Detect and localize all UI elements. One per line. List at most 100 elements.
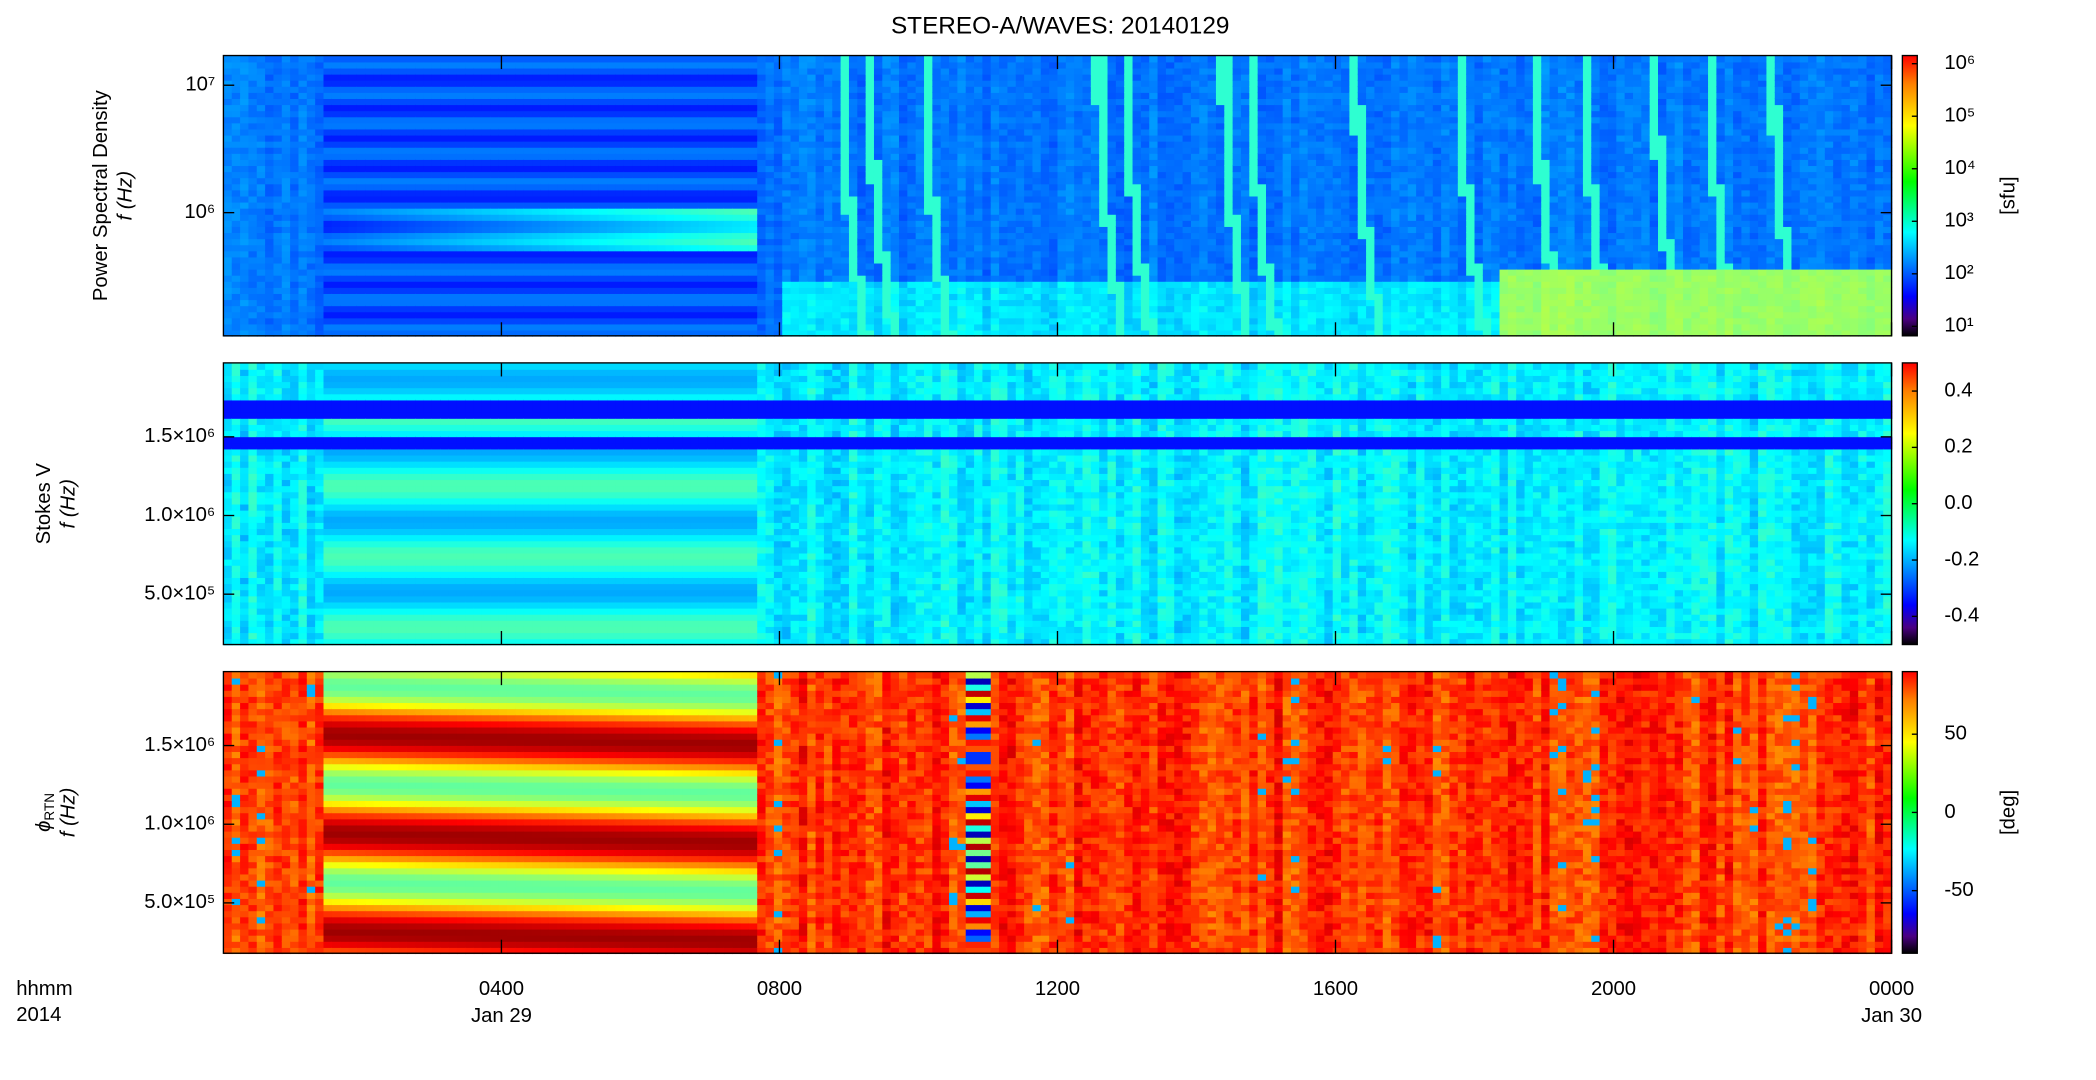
spectrogram-cell [1124, 287, 1134, 294]
spectrogram-cell [582, 73, 592, 81]
spectrogram-cell [298, 98, 308, 106]
spectrogram-cell [1082, 104, 1092, 112]
spectrogram-cell [431, 128, 442, 136]
spectrogram-cell [248, 98, 258, 106]
spectrogram-cell [281, 201, 291, 209]
spectrogram-cell [1090, 134, 1100, 142]
spectrogram-cell [698, 293, 708, 301]
spectrogram-cell [532, 244, 542, 252]
spectrogram-cell [406, 140, 417, 148]
spectrogram-cell [415, 110, 425, 118]
spectrogram-cell [932, 323, 942, 331]
spectrogram-cell [406, 201, 417, 209]
spectrogram-cell [890, 317, 900, 325]
spectrogram-cell [765, 110, 775, 118]
spectrogram-cell [1065, 262, 1075, 270]
spectrogram-cell [231, 268, 241, 276]
spectrogram-cell [657, 195, 667, 203]
spectrogram-cell [1040, 299, 1050, 307]
spectrogram-cell [848, 171, 859, 179]
spectrogram-cell [1024, 92, 1034, 100]
spectrogram-cell [548, 104, 558, 112]
spectrogram-cell [1040, 250, 1050, 258]
spectrogram-cell [356, 262, 367, 270]
spectrogram-cell [1115, 274, 1126, 282]
spectrogram-cell [823, 153, 834, 160]
spectrogram-cell [832, 201, 842, 209]
spectrogram-cell [315, 86, 325, 93]
spectrogram-cell [782, 55, 792, 63]
spectrogram-cell [882, 305, 892, 313]
spectrogram-cell [999, 287, 1009, 294]
spectrogram-cell [740, 165, 750, 173]
spectrogram-cell [448, 86, 458, 93]
spectrogram-cell [565, 311, 575, 319]
spectrogram-cell [940, 232, 950, 240]
spectrogram-cell [506, 226, 517, 234]
spectrogram-cell [648, 79, 658, 87]
spectrogram-cell [440, 238, 450, 246]
spectrogram-cell [949, 177, 959, 185]
spectrogram-cell [907, 195, 917, 203]
spectrogram-cell [415, 183, 425, 191]
spectrogram-cell [365, 262, 375, 270]
spectrogram-cell [1057, 195, 1067, 203]
spectrogram-cell [515, 79, 525, 87]
spectrogram-cell [707, 165, 717, 173]
spectrogram-cell [915, 177, 925, 185]
spectrogram-cell [1074, 153, 1084, 160]
spectrogram-cell [223, 274, 233, 282]
spectrogram-cell [873, 92, 884, 100]
spectrogram-cell [423, 262, 433, 270]
spectrogram-cell [423, 329, 433, 337]
spectrogram-cell [1040, 159, 1050, 167]
spectrogram-cell [890, 183, 900, 191]
spectrogram-cell [607, 299, 617, 307]
spectrogram-cell [1124, 195, 1134, 203]
spectrogram-cell [773, 110, 784, 118]
spectrogram-cell [490, 122, 500, 130]
spectrogram-cell [440, 55, 450, 63]
spectrogram-cell [615, 79, 625, 87]
spectrogram-cell [632, 86, 642, 93]
spectrogram-cell [273, 226, 283, 234]
spectrogram-cell [506, 159, 517, 167]
spectrogram-cell [473, 280, 483, 288]
spectrogram-cell [648, 140, 658, 148]
spectrogram-cell [423, 98, 433, 106]
spectrogram-cell [431, 232, 442, 240]
spectrogram-cell [281, 61, 291, 69]
spectrogram-cell [1057, 128, 1067, 136]
spectrogram-cell [1015, 268, 1025, 276]
spectrogram-cell [490, 55, 500, 63]
spectrogram-cell [406, 287, 417, 294]
spectrogram-cell [907, 171, 917, 179]
spectrogram-cell [623, 317, 633, 325]
spectrogram-cell [732, 244, 742, 252]
spectrogram-cell [690, 305, 700, 313]
spectrogram-cell [582, 256, 592, 264]
spectrogram-cell [506, 268, 517, 276]
spectrogram-cell [740, 98, 750, 106]
spectrogram-cell [590, 67, 600, 75]
spectrogram-cell [365, 189, 375, 197]
spectrogram-cell [223, 195, 233, 203]
spectrogram-cell [490, 238, 500, 246]
spectrogram-cell [281, 213, 291, 221]
spectrogram-cell [548, 238, 558, 246]
spectrogram-cell [532, 201, 542, 209]
spectrogram-cell [982, 311, 992, 319]
spectrogram-cell [590, 79, 600, 87]
spectrogram-cell [565, 61, 575, 69]
spectrogram-cell [331, 311, 341, 319]
spectrogram-cell [306, 238, 316, 246]
spectrogram-cell [607, 213, 617, 221]
spectrogram-cell [523, 220, 533, 227]
spectrogram-cell [598, 171, 608, 179]
spectrogram-cell [974, 67, 984, 75]
spectrogram-cell [823, 226, 834, 234]
spectrogram-cell [1090, 207, 1100, 215]
spectrogram-cell [857, 86, 867, 93]
spectrogram-cell [1124, 213, 1134, 221]
spectrogram-cell [582, 116, 592, 124]
